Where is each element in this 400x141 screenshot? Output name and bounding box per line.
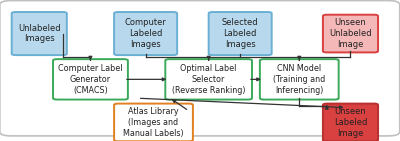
FancyBboxPatch shape: [114, 104, 193, 141]
FancyBboxPatch shape: [12, 12, 67, 55]
FancyBboxPatch shape: [53, 59, 128, 100]
FancyBboxPatch shape: [209, 12, 272, 55]
FancyBboxPatch shape: [260, 59, 339, 100]
FancyBboxPatch shape: [0, 1, 400, 136]
Text: Computer Label
Generator
(CMACS): Computer Label Generator (CMACS): [58, 64, 123, 95]
FancyBboxPatch shape: [165, 59, 252, 100]
Text: Selected
Labeled
Images: Selected Labeled Images: [222, 18, 258, 49]
Text: Optimal Label
Selector
(Reverse Ranking): Optimal Label Selector (Reverse Ranking): [172, 64, 246, 95]
Text: Computer
Labeled
Images: Computer Labeled Images: [125, 18, 166, 49]
FancyBboxPatch shape: [114, 12, 177, 55]
Text: Unlabeled
Images: Unlabeled Images: [18, 24, 60, 43]
FancyBboxPatch shape: [323, 104, 378, 141]
Text: Atlas Library
(Images and
Manual Labels): Atlas Library (Images and Manual Labels): [123, 107, 184, 138]
Text: CNN Model
(Training and
Inferencing): CNN Model (Training and Inferencing): [273, 64, 325, 95]
Text: Unseen
Labeled
Image: Unseen Labeled Image: [334, 107, 367, 138]
Text: Unseen
Unlabeled
Image: Unseen Unlabeled Image: [329, 18, 372, 49]
FancyBboxPatch shape: [323, 15, 378, 52]
